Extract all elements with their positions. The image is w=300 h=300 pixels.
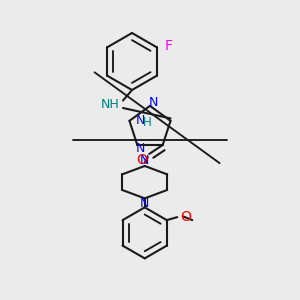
Text: NH: NH	[101, 98, 120, 112]
Text: N: N	[136, 142, 146, 155]
Text: N: N	[149, 96, 158, 109]
Text: O: O	[180, 209, 191, 224]
Text: O: O	[136, 153, 147, 167]
Text: F: F	[164, 39, 172, 53]
Text: H: H	[143, 116, 152, 129]
Text: N: N	[140, 154, 149, 167]
Text: N: N	[135, 114, 145, 127]
Text: N: N	[140, 197, 149, 210]
